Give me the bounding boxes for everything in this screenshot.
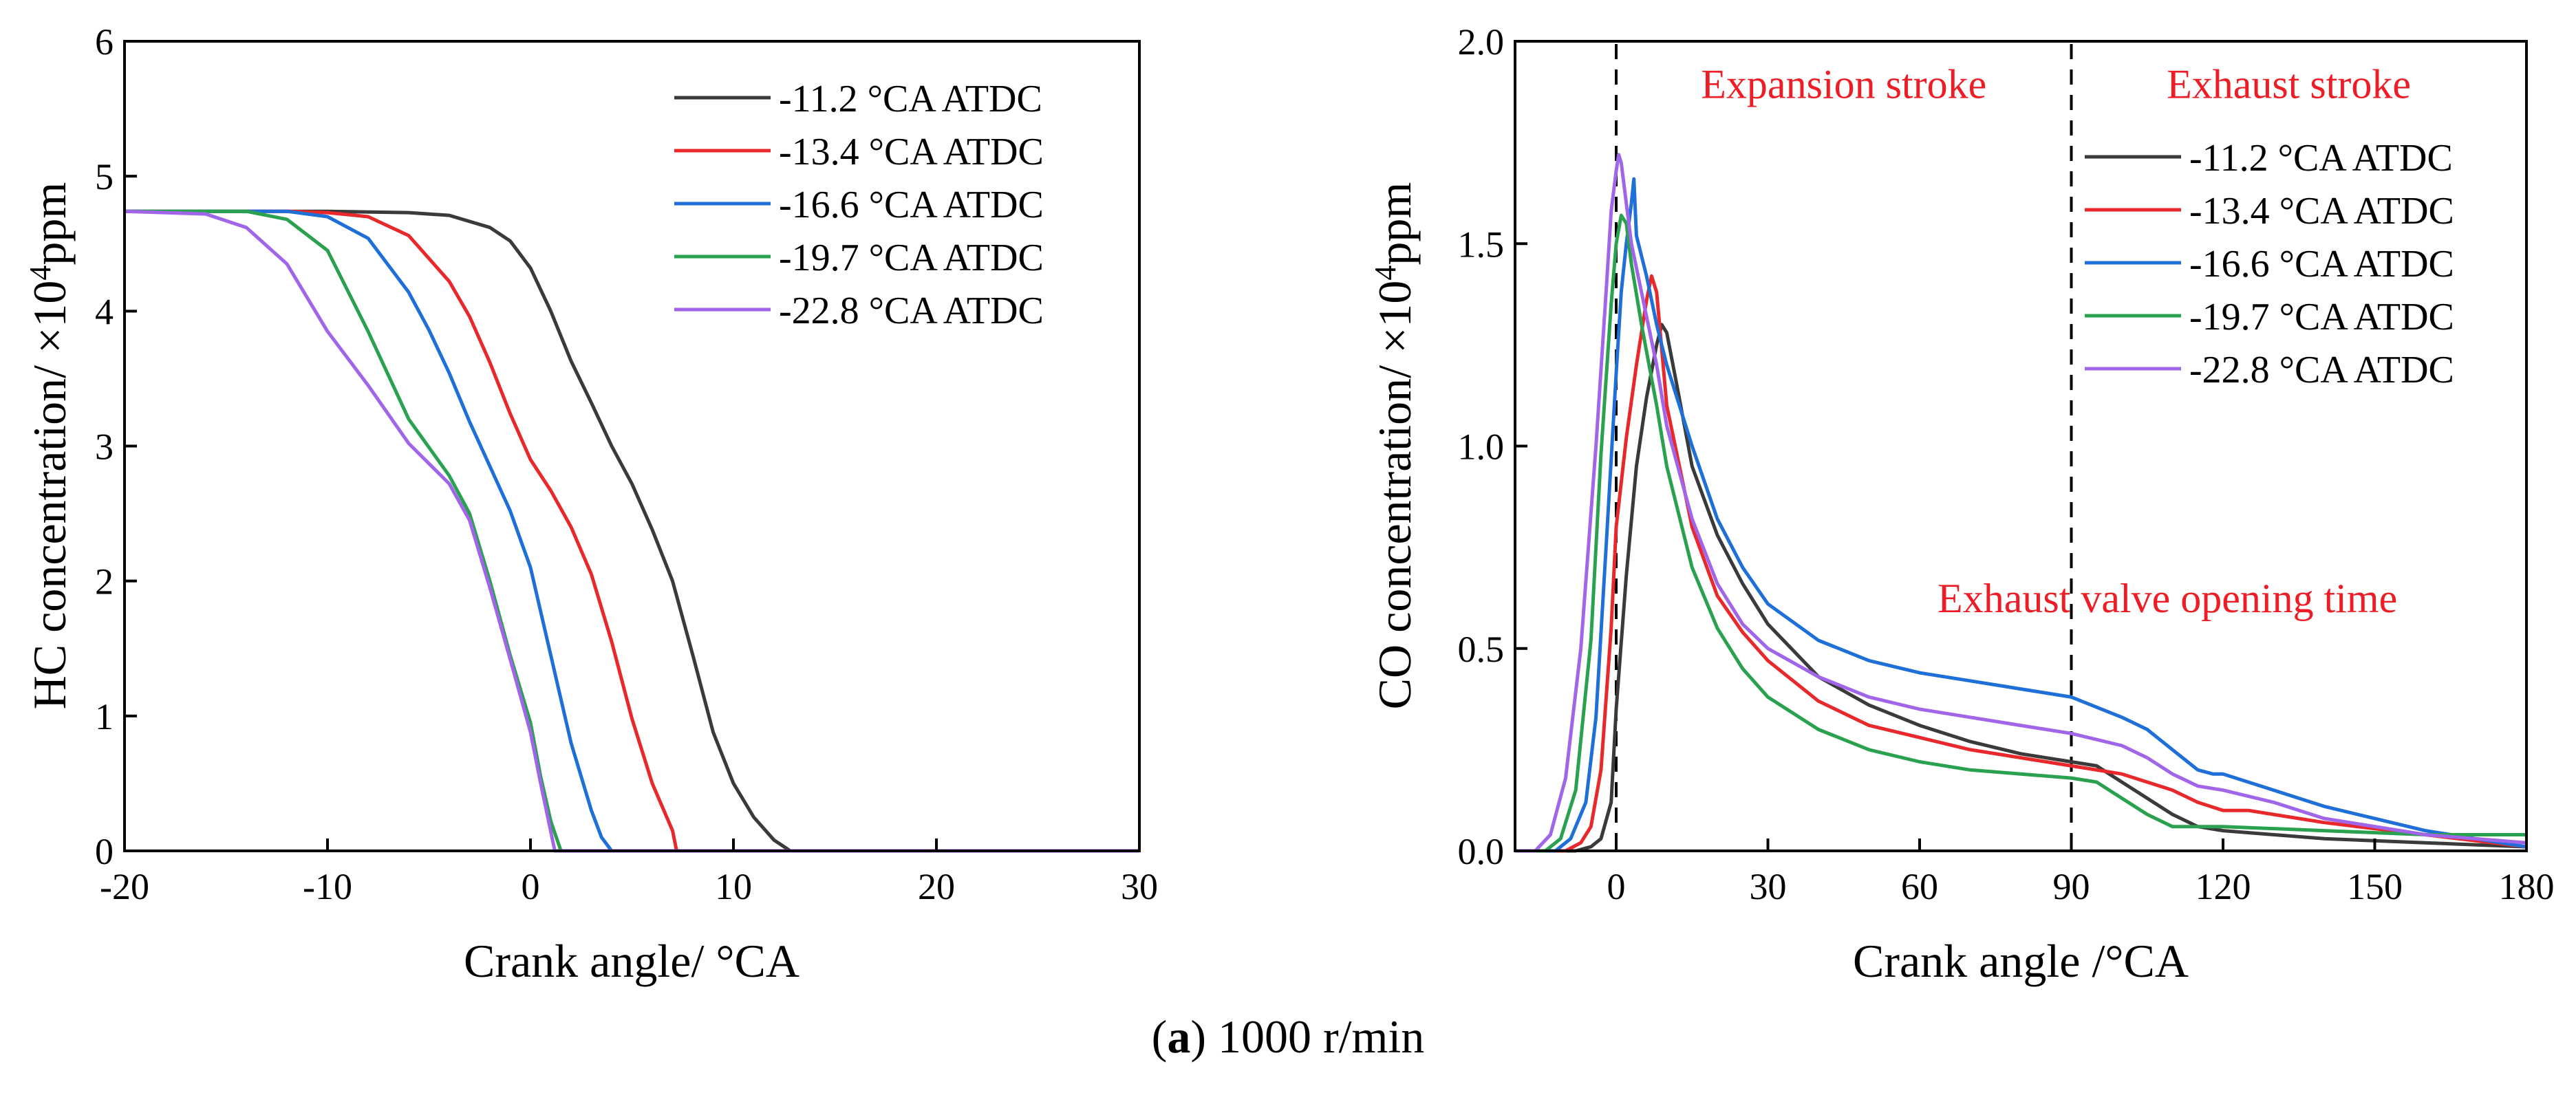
hc-y-tick-label: 1 [95,696,114,737]
hc-y-tick-label: 5 [95,156,114,197]
hc-series-line [125,209,1139,853]
hc-x-tick-label: -10 [303,866,352,907]
hc-x-tick-label: -20 [100,866,149,907]
co-annotation: Exhaust stroke [2167,61,2411,107]
co-series-line [1515,213,2526,853]
hc-x-tick-label: 0 [522,866,540,907]
co-legend-label: -22.8 °CA ATDC [2189,349,2454,391]
hc-y-tick-label: 4 [95,291,114,332]
co-series-line [1515,274,2527,853]
hc-y-tick-label: 2 [95,561,114,603]
hc-y-axis-label: HC concentration/ ×104ppm [23,182,76,710]
hc-legend-label: -11.2 °CA ATDC [779,78,1042,120]
co-x-tick-label: 30 [1750,866,1787,907]
co-y-tick-label: 0.0 [1458,831,1505,872]
hc-x-tick-label: 10 [715,866,752,907]
hc-legend-label: -19.7 °CA ATDC [779,237,1044,279]
co-x-tick-label: 60 [1901,866,1938,907]
co-y-tick-label: 2.0 [1458,21,1505,63]
hc-x-tick-label: 20 [918,866,955,907]
co-x-tick-label: 90 [2053,866,2090,907]
co-plot-area [1515,44,2527,853]
co-annotation: Expansion stroke [1701,61,1986,107]
co-ticks: 0 30 60 90 120 150 180 0.0 0.5 1.0 1.5 2.0 [1458,21,2555,907]
co-y-tick-label: 1.0 [1458,426,1505,468]
hc-x-tick-label: 30 [1121,866,1158,907]
hc-legend-label: -16.6 °CA ATDC [779,184,1044,226]
co-legend-label: -19.7 °CA ATDC [2189,296,2454,338]
co-legend-label: -11.2 °CA ATDC [2189,137,2453,180]
co-x-tick-label: 120 [2196,866,2251,907]
co-legend-label: -13.4 °CA ATDC [2189,190,2454,232]
hc-legend-label: -13.4 °CA ATDC [779,131,1044,173]
hc-legend-label: -22.8 °CA ATDC [779,290,1044,332]
co-legend: -11.2 °CA ATDC -13.4 °CA ATDC -16.6 °CA AT… [2085,137,2454,391]
hc-chart: -20 -10 0 10 20 30 0 1 2 3 4 5 6 -11.2 °CA ATDC -13.4… [23,21,1158,987]
co-x-tick-label: 180 [2499,866,2555,907]
co-legend-label: -16.6 °CA ATDC [2189,243,2454,285]
hc-series-line [125,209,1139,853]
figure-caption: (a) 1000 r/min [1152,1010,1425,1063]
co-chart: 0 30 60 90 120 150 180 0.0 0.5 1.0 1.5 2.0 Expansio… [1368,21,2555,987]
hc-series-line [125,209,1139,853]
co-annotation: Exhaust valve opening time [1938,576,2397,621]
co-y-tick-label: 1.5 [1458,224,1505,265]
hc-y-tick-label: 6 [95,21,114,63]
hc-y-tick-label: 3 [95,426,114,468]
hc-series-line [124,209,1139,853]
co-annotations: Expansion stroke Exhaust stroke Exhaust va… [1701,61,2411,620]
co-series-line [1515,153,2527,853]
hc-y-tick-label: 0 [95,831,114,872]
co-x-tick-label: 0 [1607,866,1626,907]
co-series-line [1515,323,2527,853]
hc-plot-area [124,209,1139,853]
co-y-tick-label: 0.5 [1458,629,1505,670]
hc-ticks: -20 -10 0 10 20 30 0 1 2 3 4 5 6 [95,21,1158,907]
hc-series-line [125,209,1139,853]
co-y-axis-label: CO concentration/ ×104ppm [1368,182,1421,710]
co-x-tick-label: 150 [2347,866,2403,907]
co-x-axis-label: Crank angle /°CA [1853,935,2189,987]
hc-legend: -11.2 °CA ATDC -13.4 °CA ATDC -16.6 °CA AT… [674,78,1044,332]
hc-x-axis-label: Crank angle/ °CA [464,935,799,987]
co-series-line [1515,177,2527,853]
